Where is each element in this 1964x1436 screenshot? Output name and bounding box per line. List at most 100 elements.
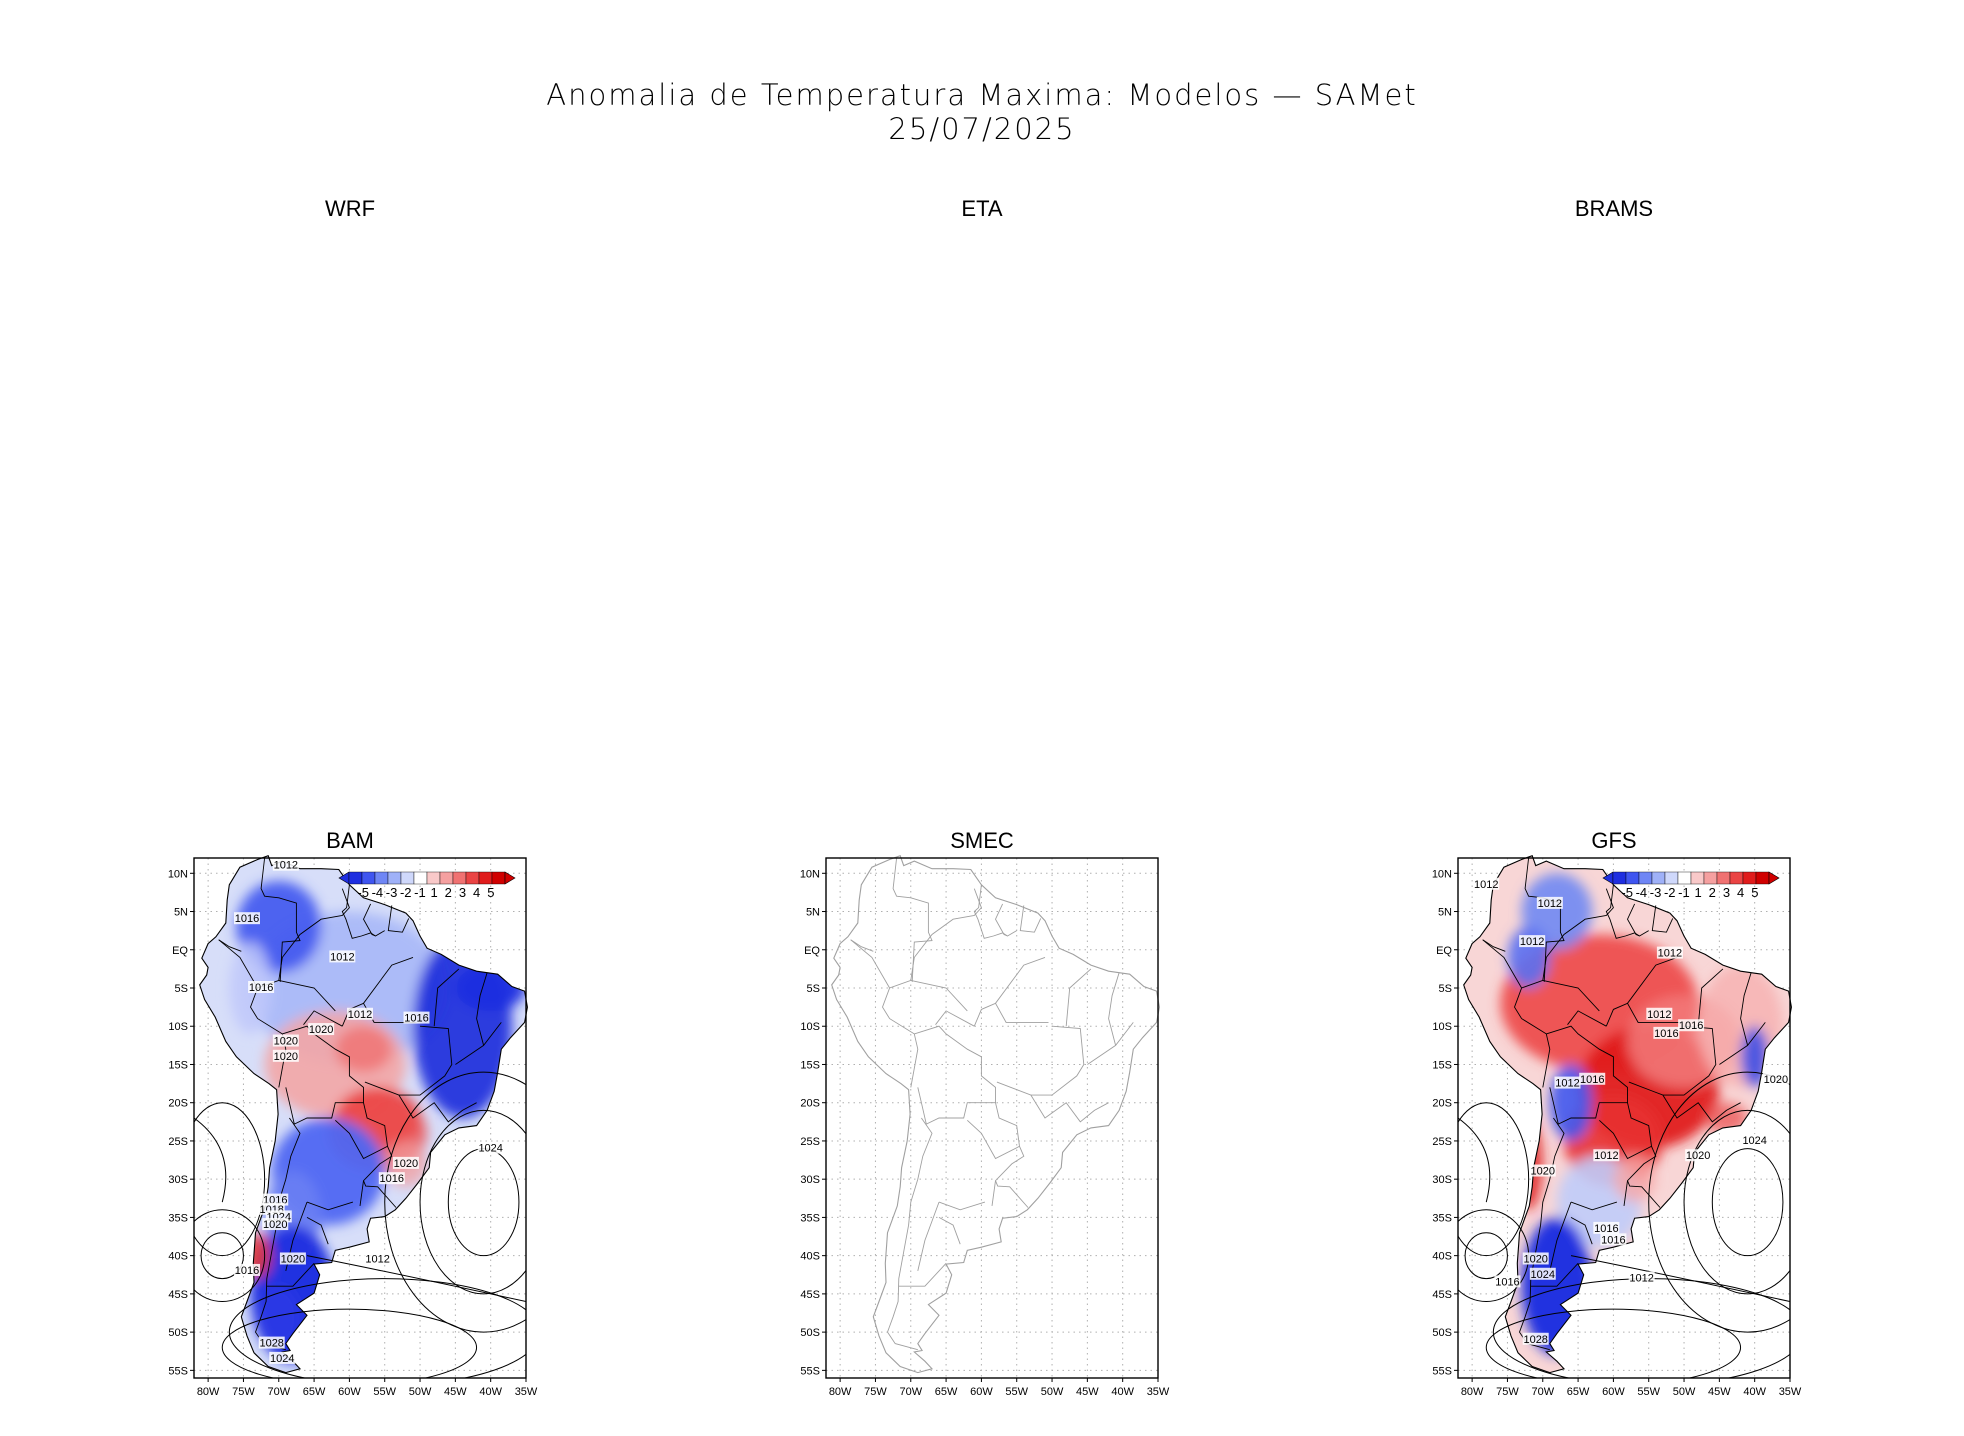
x-tick-label: 70W — [899, 1386, 922, 1398]
country-border — [1740, 972, 1752, 1046]
x-tick-label: 70W — [267, 1386, 290, 1398]
anomaly-blob — [257, 1286, 300, 1348]
anomaly-field — [199, 855, 528, 1373]
isobar-label: 1024 — [270, 1353, 294, 1365]
isobar-label: 1016 — [1495, 1276, 1519, 1288]
y-tick-label: 50S — [800, 1327, 820, 1339]
isobar-label-bg — [1678, 1019, 1705, 1032]
colorbar-label: -2 — [400, 885, 412, 900]
isobar-label-bg — [1762, 1072, 1789, 1085]
y-tick-label: 5N — [174, 907, 188, 919]
isobar-label: 1016 — [235, 913, 259, 925]
colorbar-swatch — [1690, 871, 1705, 885]
isobar-label: 1020 — [1523, 1253, 1547, 1265]
isobar-label: 1020 — [281, 1253, 305, 1265]
country-border — [1065, 968, 1092, 1027]
country-border — [250, 888, 350, 1088]
country-border — [359, 1180, 364, 1206]
country-border — [886, 1117, 933, 1351]
isobar-label-bg — [1529, 1164, 1556, 1177]
colorbar-label: -3 — [386, 885, 398, 900]
coastline — [831, 854, 1160, 1374]
isobar-label-bg — [1519, 935, 1546, 948]
y-tick-label: 30S — [168, 1174, 188, 1186]
country-border — [1482, 939, 1506, 952]
country-border — [1546, 1025, 1628, 1125]
x-tick-label: 75W — [1496, 1386, 1519, 1398]
y-tick-label: 50S — [1432, 1327, 1452, 1339]
isobar-line — [200, 1232, 244, 1280]
country-border — [991, 1180, 996, 1206]
isobar-label-bg — [1656, 946, 1683, 959]
country-border — [387, 905, 410, 933]
colorbar-label: 2 — [445, 885, 452, 900]
borders — [218, 857, 502, 1351]
country-border — [364, 1025, 453, 1096]
y-tick-label: 40S — [800, 1251, 820, 1263]
anomaly-blob — [335, 1026, 392, 1073]
country-border — [910, 979, 968, 1012]
y-tick-label: 35S — [168, 1212, 188, 1224]
colorbar-label: -4 — [1636, 885, 1648, 900]
y-tick-label: 55S — [800, 1365, 820, 1377]
isobar-line — [228, 1278, 526, 1378]
x-axis: 80W 75W 70W 65W 60W 55W 50W 45W 40W 35W — [1461, 1378, 1802, 1398]
isobar-label-bg — [1473, 877, 1500, 890]
isobar-line — [194, 1102, 266, 1257]
y-tick-label: 5N — [806, 907, 820, 919]
country-border — [1628, 1025, 1717, 1096]
isobar-label-bg — [403, 1011, 430, 1024]
y-tick-label: 20S — [168, 1098, 188, 1110]
country-border — [1697, 968, 1724, 1027]
y-tick-label: 25S — [800, 1136, 820, 1148]
x-tick-label: 65W — [303, 1386, 326, 1398]
isobar-label: 1024 — [1742, 1135, 1766, 1147]
colorbar-swatch — [400, 871, 415, 885]
country-border — [1482, 939, 1522, 989]
y-tick-label: 5S — [1439, 983, 1452, 995]
country-border — [1518, 1117, 1565, 1351]
isobar-label: 1016 — [1580, 1074, 1604, 1086]
colorbar-label: 1 — [430, 885, 437, 900]
colorbar-swatch — [374, 871, 389, 885]
isobar-label: 1016 — [1679, 1020, 1703, 1032]
x-tick-label: 40W — [1743, 1386, 1766, 1398]
country-border — [850, 939, 874, 952]
isobar-label: 1016 — [1594, 1223, 1618, 1235]
y-axis: 10N 5N EQ 5S 10S 15S 20S 25S 30S 35S 40S 45S 50S 55S — [800, 868, 826, 1377]
y-tick-label: 10N — [1432, 868, 1452, 880]
colorbar-swatch — [1638, 871, 1653, 885]
isobar-label-bg — [248, 981, 275, 993]
isobar-label-bg — [1522, 1252, 1549, 1265]
x-tick-label: 40W — [1111, 1386, 1134, 1398]
y-tick-label: 45S — [168, 1289, 188, 1301]
x-tick-label: 50W — [1673, 1386, 1696, 1398]
y-tick-label: 30S — [800, 1174, 820, 1186]
isobar-line — [1683, 1109, 1790, 1295]
country-border — [898, 1262, 947, 1287]
colorbar-label: -1 — [414, 885, 426, 900]
colorbar-swatch — [1664, 871, 1679, 885]
isobar-label-bg — [329, 950, 356, 963]
y-tick-label: 30S — [1432, 1174, 1452, 1186]
country-border — [882, 888, 982, 1088]
x-tick-label: 65W — [935, 1386, 958, 1398]
isobar-label-bg — [347, 1007, 373, 1020]
anomaly-blob — [412, 934, 512, 1118]
isobar-label: 1020 — [263, 1219, 287, 1231]
colorbar-swatch — [491, 871, 506, 885]
y-tick-label: 10S — [800, 1021, 820, 1033]
map-frame — [825, 857, 1159, 1379]
isobar-label: 1016 — [380, 1173, 404, 1185]
y-tick-label: 15S — [1432, 1059, 1452, 1071]
isobar-label: 1012 — [348, 1009, 372, 1021]
colorbar-label: 3 — [1723, 885, 1730, 900]
country-border — [476, 972, 488, 1046]
colorbar-swatch — [1755, 871, 1770, 885]
isobar-label-bg — [269, 1351, 296, 1364]
isobar-label: 1012 — [1629, 1273, 1653, 1285]
country-border — [260, 857, 301, 982]
figure-date: 25/07/2025 — [888, 112, 1076, 146]
isobar-label-bg — [272, 1049, 299, 1062]
country-border — [850, 939, 890, 989]
